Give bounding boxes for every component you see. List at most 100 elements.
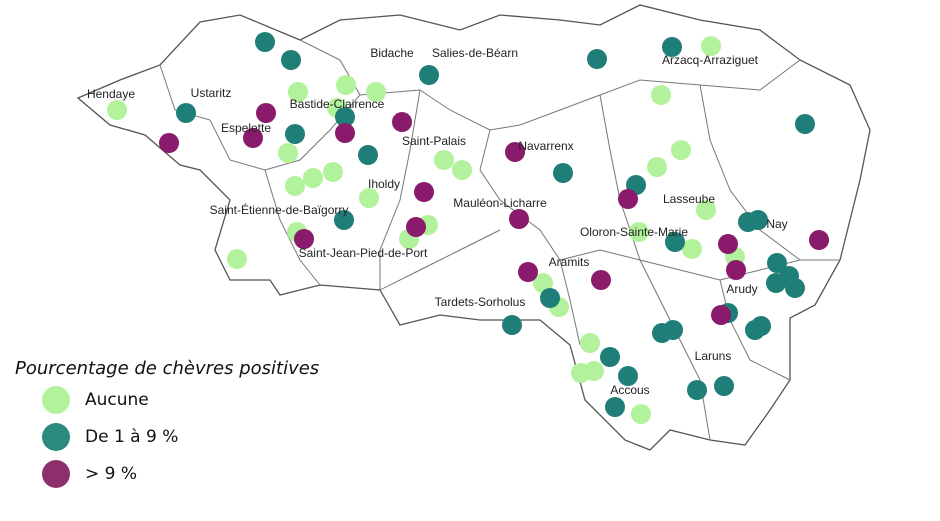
site-dot <box>618 189 638 209</box>
site-dot <box>696 200 716 220</box>
town-label: Bidache <box>370 46 414 60</box>
site-dot <box>419 65 439 85</box>
site-dot <box>671 140 691 160</box>
town-label: Salies-de-Béarn <box>432 46 518 60</box>
site-dot <box>502 315 522 335</box>
legend-title: Pourcentage de chèvres positives <box>15 358 319 379</box>
town-label: Bastide-Clairence <box>290 97 385 111</box>
site-dot <box>767 253 787 273</box>
site-dot <box>359 188 379 208</box>
site-dot <box>726 260 746 280</box>
legend-label: > 9 % <box>85 464 137 484</box>
legend-swatch <box>42 386 70 414</box>
town-label: Iholdy <box>368 177 400 191</box>
site-dot <box>285 176 305 196</box>
site-dot <box>335 107 355 127</box>
border <box>719 279 791 381</box>
legend-swatch <box>42 460 70 488</box>
border <box>379 89 421 290</box>
site-dot <box>580 333 600 353</box>
legend-label: De 1 à 9 % <box>85 427 178 447</box>
site-dot <box>288 82 308 102</box>
site-dot <box>795 114 815 134</box>
site-dot <box>334 210 354 230</box>
site-dot <box>243 128 263 148</box>
site-dot <box>711 305 731 325</box>
border <box>264 169 321 286</box>
site-dot <box>751 316 771 336</box>
site-dot <box>358 145 378 165</box>
site-dot <box>605 397 625 417</box>
site-dot <box>256 103 276 123</box>
site-dot <box>336 75 356 95</box>
legend-label: Aucune <box>85 390 149 410</box>
points <box>107 32 829 424</box>
border <box>479 129 840 281</box>
site-dot <box>663 320 683 340</box>
site-dot <box>687 380 707 400</box>
town-label: Saint-Palais <box>402 134 466 148</box>
site-dot <box>366 82 386 102</box>
town-label: Lasseube <box>663 192 715 206</box>
site-dot <box>414 182 434 202</box>
site-dot <box>553 163 573 183</box>
legend-swatch <box>42 423 70 451</box>
town-label: Accous <box>610 383 649 397</box>
group <box>159 103 829 325</box>
town-label: Arzacq-Arraziguet <box>662 53 759 67</box>
border <box>699 84 801 261</box>
town-label: Aramits <box>549 255 590 269</box>
site-dot <box>509 209 529 229</box>
group <box>176 32 815 417</box>
site-dot <box>452 160 472 180</box>
site-dot <box>285 124 305 144</box>
site-dot <box>434 150 454 170</box>
site-dot <box>631 404 651 424</box>
site-dot <box>294 229 314 249</box>
site-dot <box>665 232 685 252</box>
town-label: Ustaritz <box>191 86 232 100</box>
site-dot <box>618 366 638 386</box>
town-label: Hendaye <box>87 87 135 101</box>
site-dot <box>662 37 682 57</box>
legend: Pourcentage de chèvres positives Aucune … <box>15 358 319 488</box>
site-dot <box>600 347 620 367</box>
site-dot <box>701 36 721 56</box>
town-label: Espelette <box>221 121 271 135</box>
site-dot <box>176 103 196 123</box>
site-dot <box>629 222 649 242</box>
site-dot <box>392 112 412 132</box>
border <box>359 59 801 131</box>
site-dot <box>505 142 525 162</box>
town-label: Navarrenx <box>518 139 573 153</box>
site-dot <box>651 85 671 105</box>
site-dot <box>281 50 301 70</box>
site-dot <box>278 143 298 163</box>
town-label: Saint-Jean-Pied-de-Port <box>299 246 428 260</box>
site-dot <box>748 210 768 230</box>
site-dot <box>107 100 127 120</box>
site-dot <box>540 288 560 308</box>
site-dot <box>533 273 553 293</box>
site-dot <box>335 123 355 143</box>
site-dot <box>647 157 667 177</box>
site-dot <box>255 32 275 52</box>
site-dot <box>718 234 738 254</box>
site-dot <box>714 376 734 396</box>
border <box>639 259 711 441</box>
site-dot <box>159 133 179 153</box>
site-dot <box>406 217 426 237</box>
site-dot <box>518 262 538 282</box>
border <box>379 229 501 291</box>
town-label: Oloron-Sainte-Marie <box>580 225 688 239</box>
site-dot <box>682 239 702 259</box>
town-label: Mauléon-Licharre <box>453 196 547 210</box>
site-dot <box>303 168 323 188</box>
town-labels: Hendaye Ustaritz Bidache Salies-de-Béarn… <box>87 46 788 397</box>
site-dot <box>323 162 343 182</box>
site-dot <box>785 278 805 298</box>
site-dot <box>587 49 607 69</box>
border <box>559 259 581 346</box>
town-label: Nay <box>766 217 787 231</box>
